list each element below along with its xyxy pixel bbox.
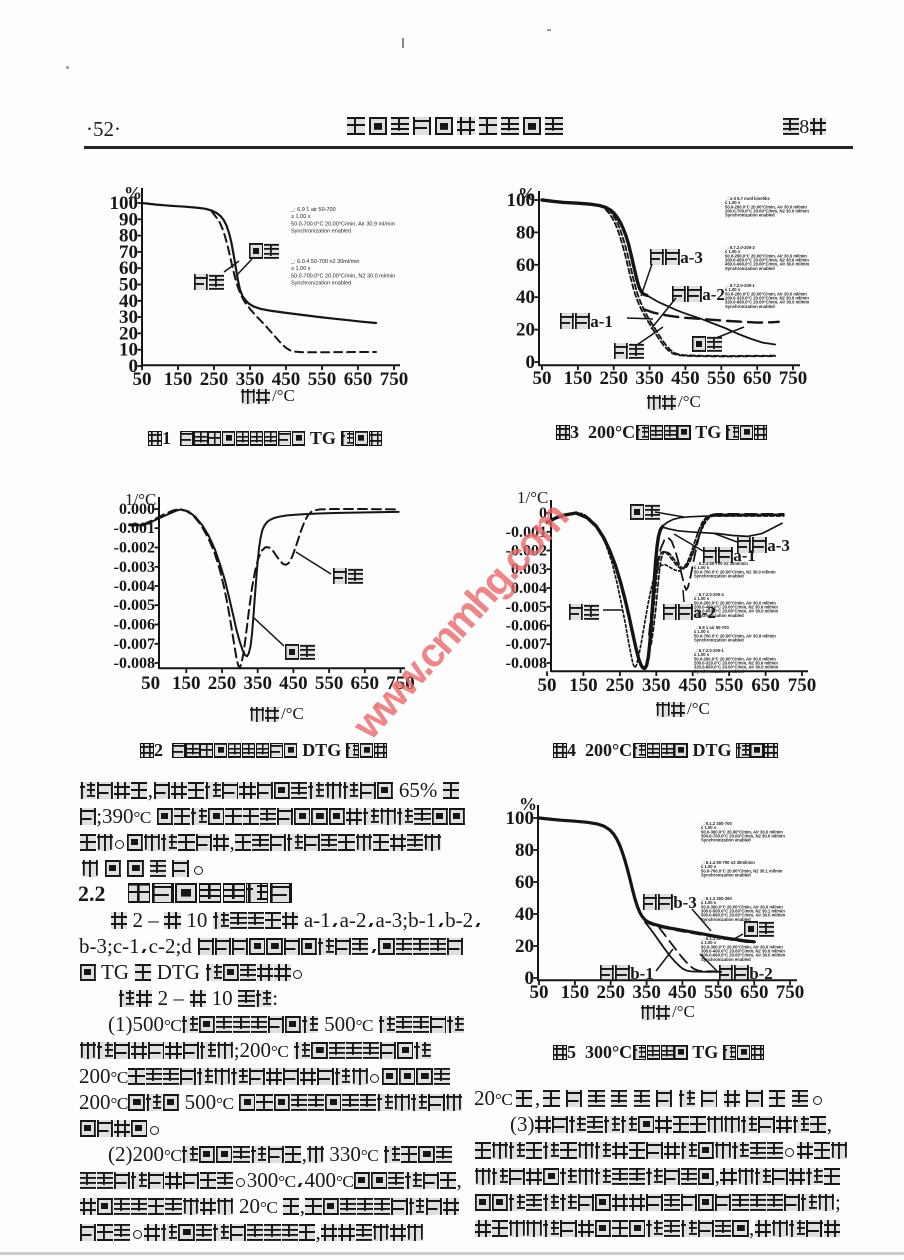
svg-text:50: 50 bbox=[119, 275, 138, 296]
svg-text:-0.005: -0.005 bbox=[506, 599, 547, 616]
svg-text:%: % bbox=[519, 794, 537, 814]
svg-text:-0.005: -0.005 bbox=[114, 597, 155, 614]
svg-text:60: 60 bbox=[516, 255, 535, 276]
svg-text:0: 0 bbox=[539, 505, 547, 522]
svg-text:0.003: 0.003 bbox=[511, 561, 547, 578]
svg-text:-0.007: -0.007 bbox=[506, 636, 547, 653]
svg-text:-0.006: -0.006 bbox=[114, 617, 155, 634]
svg-text:-0.004: -0.004 bbox=[114, 578, 155, 595]
svg-text:650: 650 bbox=[344, 369, 373, 390]
svg-text:550: 550 bbox=[707, 368, 736, 389]
svg-text:150: 150 bbox=[172, 673, 201, 694]
svg-text:350: 350 bbox=[642, 675, 671, 696]
svg-text:50: 50 bbox=[133, 369, 152, 390]
svg-text:350: 350 bbox=[236, 369, 265, 390]
svg-text:40: 40 bbox=[516, 287, 535, 308]
svg-text:750: 750 bbox=[386, 673, 415, 694]
svg-text:250: 250 bbox=[606, 675, 635, 696]
svg-text:70: 70 bbox=[119, 242, 138, 263]
svg-text:650: 650 bbox=[351, 673, 380, 694]
svg-text:150: 150 bbox=[569, 675, 598, 696]
svg-text:250: 250 bbox=[208, 673, 237, 694]
svg-text:150: 150 bbox=[561, 982, 590, 1003]
svg-text:350: 350 bbox=[635, 368, 664, 389]
svg-text:20: 20 bbox=[516, 320, 535, 341]
svg-text:%: % bbox=[124, 183, 142, 203]
svg-text:50: 50 bbox=[141, 673, 160, 694]
svg-text:450: 450 bbox=[272, 369, 301, 390]
svg-text:100: 100 bbox=[507, 190, 536, 211]
svg-text:150: 150 bbox=[164, 369, 193, 390]
svg-text:650: 650 bbox=[740, 982, 769, 1003]
svg-text:350: 350 bbox=[632, 982, 661, 1003]
svg-text:-0.001: -0.001 bbox=[506, 524, 547, 541]
svg-text:40: 40 bbox=[119, 291, 138, 312]
svg-text:650: 650 bbox=[743, 368, 772, 389]
svg-text:0: 0 bbox=[525, 968, 535, 989]
svg-text:250: 250 bbox=[200, 369, 229, 390]
svg-text:450: 450 bbox=[279, 673, 308, 694]
svg-text:750: 750 bbox=[779, 368, 808, 389]
svg-text:550: 550 bbox=[315, 673, 344, 694]
svg-text:-0.008: -0.008 bbox=[114, 655, 155, 672]
svg-text:30: 30 bbox=[119, 307, 138, 328]
svg-text:-0.006: -0.006 bbox=[506, 618, 547, 635]
svg-text:20: 20 bbox=[119, 323, 138, 344]
svg-text:50: 50 bbox=[538, 675, 557, 696]
svg-text:550: 550 bbox=[704, 982, 733, 1003]
svg-text:450: 450 bbox=[668, 982, 697, 1003]
svg-text:-0.002: -0.002 bbox=[506, 543, 547, 560]
svg-text:0.000: 0.000 bbox=[119, 501, 155, 518]
svg-text:50: 50 bbox=[533, 368, 552, 389]
svg-text:-0.008: -0.008 bbox=[506, 655, 547, 672]
svg-text:750: 750 bbox=[788, 675, 817, 696]
svg-text:80: 80 bbox=[516, 222, 535, 243]
svg-text:40: 40 bbox=[515, 904, 534, 925]
svg-text:650: 650 bbox=[751, 675, 780, 696]
svg-text:250: 250 bbox=[596, 982, 625, 1003]
svg-text:50: 50 bbox=[530, 982, 549, 1003]
svg-text:-0.002: -0.002 bbox=[114, 540, 155, 557]
svg-text:150: 150 bbox=[564, 368, 593, 389]
svg-text:%: % bbox=[518, 184, 536, 204]
svg-text:10: 10 bbox=[119, 340, 138, 361]
svg-text:-0.003: -0.003 bbox=[114, 559, 155, 576]
svg-text:750: 750 bbox=[380, 369, 409, 390]
svg-text:20: 20 bbox=[515, 936, 534, 957]
svg-text:250: 250 bbox=[599, 368, 628, 389]
svg-text:750: 750 bbox=[776, 982, 805, 1003]
svg-text:450: 450 bbox=[671, 368, 700, 389]
svg-text:350: 350 bbox=[243, 673, 272, 694]
svg-text:100: 100 bbox=[110, 193, 139, 214]
svg-text:0: 0 bbox=[526, 352, 536, 373]
svg-text:550: 550 bbox=[715, 675, 744, 696]
svg-text:80: 80 bbox=[119, 226, 138, 247]
svg-text:0.004: 0.004 bbox=[511, 580, 547, 597]
svg-text:90: 90 bbox=[119, 209, 138, 230]
svg-text:80: 80 bbox=[515, 840, 534, 861]
svg-text:100: 100 bbox=[506, 808, 535, 829]
svg-text:-0.007: -0.007 bbox=[114, 636, 155, 653]
svg-text:60: 60 bbox=[515, 872, 534, 893]
svg-text:550: 550 bbox=[308, 369, 337, 390]
svg-text:60: 60 bbox=[119, 258, 138, 279]
svg-text:450: 450 bbox=[678, 675, 707, 696]
svg-text:0: 0 bbox=[129, 356, 139, 377]
